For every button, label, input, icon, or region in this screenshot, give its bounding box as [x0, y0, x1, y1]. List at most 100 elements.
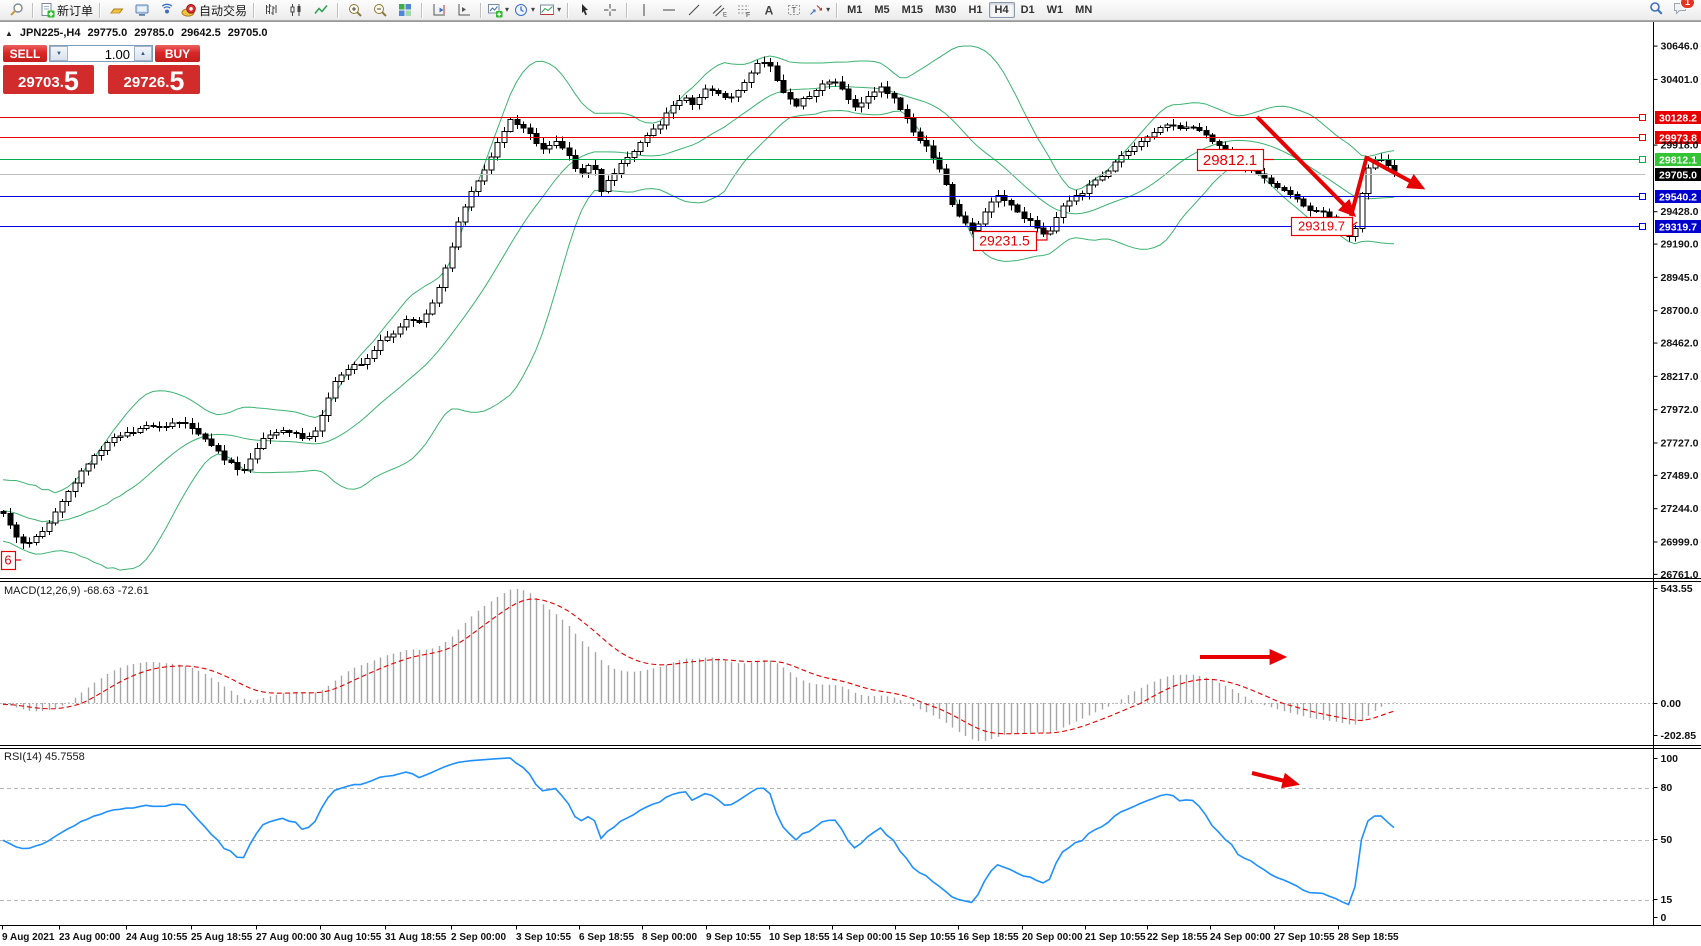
line-chart-button[interactable] [308, 1, 333, 20]
label-button[interactable]: T [781, 1, 806, 20]
macd-axis-label: 543.55 [1661, 583, 1693, 595]
svg-text:29973.8: 29973.8 [1659, 133, 1697, 145]
trend-arrow[interactable] [1366, 156, 1426, 190]
text-button[interactable]: A [756, 1, 781, 20]
chartplus-icon [488, 4, 503, 18]
channel-icon: E [712, 5, 727, 18]
periods-button[interactable]: ▾ [511, 1, 537, 20]
template-icon [540, 4, 555, 15]
volume-input[interactable]: 1.00 [104, 47, 130, 62]
market-watch-icon[interactable] [3, 1, 28, 20]
templates-button[interactable]: ▾ [537, 1, 563, 20]
crosshair-button[interactable] [597, 1, 622, 20]
price-tick-label: 29428.0 [1661, 206, 1699, 218]
hline-button[interactable] [656, 1, 681, 20]
svg-text:29319.7: 29319.7 [1298, 219, 1345, 234]
volume-increase-button[interactable]: ▲ [134, 46, 152, 61]
price-tick-label: 27972.0 [1661, 404, 1699, 416]
trend-icon [688, 4, 699, 16]
arrows-button[interactable]: ▾ [806, 1, 832, 20]
price-line-29705.0[interactable]: 29705.0 [0, 168, 1701, 182]
dropdown-caret-icon: ▾ [557, 5, 562, 14]
toolbar-separator [836, 2, 838, 18]
zoomin-icon [348, 4, 362, 17]
buy-button[interactable]: BUY [155, 45, 200, 62]
price-tick-label: 28700.0 [1661, 305, 1699, 317]
price-line-29540.2[interactable]: 29540.2 [0, 190, 1701, 204]
candle-chart-button[interactable] [283, 1, 308, 20]
price-line-29973.8[interactable]: 29973.8 [0, 131, 1701, 145]
labelT-icon: T [787, 5, 800, 15]
bar-low: 29642.5 [181, 27, 221, 39]
new-order-button[interactable]: 新订单 [37, 1, 95, 20]
timeframe-button-m15[interactable]: M15 [901, 4, 924, 16]
price-tick-label: 30401.0 [1661, 74, 1699, 86]
timeframe-button-m1[interactable]: M1 [847, 4, 863, 16]
price-tick-label: 27727.0 [1661, 438, 1699, 450]
search-icon[interactable] [1648, 0, 1664, 21]
timeframe-button-m5[interactable]: M5 [874, 4, 890, 16]
channel-button[interactable]: E [706, 1, 731, 20]
date-tick-label: 14 Sep 00:00 [832, 932, 893, 943]
bars-icon [265, 4, 277, 15]
price-line-30128.2[interactable]: 30128.2 [0, 111, 1701, 125]
toolbar-separator [567, 2, 569, 18]
price-annotation[interactable]: 29231.5 [972, 230, 1038, 252]
date-tick-label: 20 Sep 00:00 [1022, 932, 1083, 943]
signals-button[interactable] [154, 1, 179, 20]
dropdown-caret-icon: ▾ [826, 5, 831, 14]
trendline-button[interactable] [681, 1, 706, 20]
price-annotation[interactable]: 29812.1 [1196, 148, 1265, 172]
zoom-in-button[interactable] [342, 1, 367, 20]
price-line-29812.1[interactable]: 29812.1 [0, 153, 1701, 167]
price-badge [1655, 153, 1701, 166]
rsi-axis-label: 80 [1661, 782, 1673, 794]
date-tick-label: 22 Sep 18:55 [1147, 932, 1208, 943]
tile-windows-button[interactable] [392, 1, 417, 20]
trend-arrow[interactable] [1349, 155, 1369, 217]
date-tick-label: 25 Aug 18:55 [191, 932, 253, 943]
chart-shift-button[interactable] [451, 1, 476, 20]
bar-chart-button[interactable] [258, 1, 283, 20]
timeframe-button-m30[interactable]: M30 [935, 4, 957, 16]
price-line-29319.7[interactable]: 29319.7 [0, 220, 1701, 234]
timeframe-button-mn[interactable]: MN [1075, 4, 1093, 16]
annotation-connector [1351, 221, 1358, 227]
new-chart-button[interactable]: ▾ [485, 1, 511, 20]
terminal-button[interactable] [129, 1, 154, 20]
rsi-line [2, 757, 1395, 906]
timeframe-button-w1[interactable]: W1 [1046, 4, 1064, 16]
vline-button[interactable] [631, 1, 656, 20]
autotrade-button[interactable]: 自动交易 [179, 1, 249, 20]
svg-text:6: 6 [4, 553, 11, 568]
cursor-button[interactable] [572, 1, 597, 20]
sell-button-label: SELL [9, 46, 41, 61]
fibonacci-button[interactable]: F [731, 1, 756, 20]
svg-text:29812.1: 29812.1 [1659, 155, 1697, 167]
zoom-out-button[interactable] [367, 1, 392, 20]
timeframe-button-h4[interactable]: H4 [988, 2, 1015, 18]
bollinger-bands[interactable] [2, 45, 1395, 571]
date-tick-label: 21 Sep 10:55 [1085, 932, 1146, 943]
timeframe-button-h1[interactable]: H1 [968, 4, 983, 16]
market-depth-button[interactable] [104, 1, 129, 20]
price-annotation[interactable]: 29319.7 [1290, 216, 1354, 237]
date-tick-label: 16 Sep 18:55 [958, 932, 1019, 943]
auto-scroll-button[interactable] [426, 1, 451, 20]
date-tick-label: 23 Aug 00:00 [59, 932, 121, 943]
date-tick-label: 27 Aug 00:00 [256, 932, 318, 943]
timeframe-button-d1[interactable]: D1 [1020, 4, 1035, 16]
dropdown-caret-icon: ▾ [531, 5, 536, 14]
shiftend-icon [433, 4, 445, 16]
notifications-icon[interactable]: 1 [1672, 0, 1695, 21]
volume-decrease-button[interactable]: ▼ [50, 46, 68, 61]
price-annotation[interactable]: 6 [0, 550, 17, 571]
chart-expander[interactable]: ▲ [5, 28, 13, 38]
trend-arrow[interactable] [1251, 771, 1300, 789]
sell-button[interactable]: SELL [3, 45, 47, 62]
trend-arrow[interactable] [1255, 115, 1357, 218]
symbol-bar: ▲ JPN225-,H4 29775.0 29785.0 29642.5 297… [5, 27, 268, 39]
svg-text:F: F [746, 12, 750, 18]
svg-text:29231.5: 29231.5 [979, 233, 1030, 249]
